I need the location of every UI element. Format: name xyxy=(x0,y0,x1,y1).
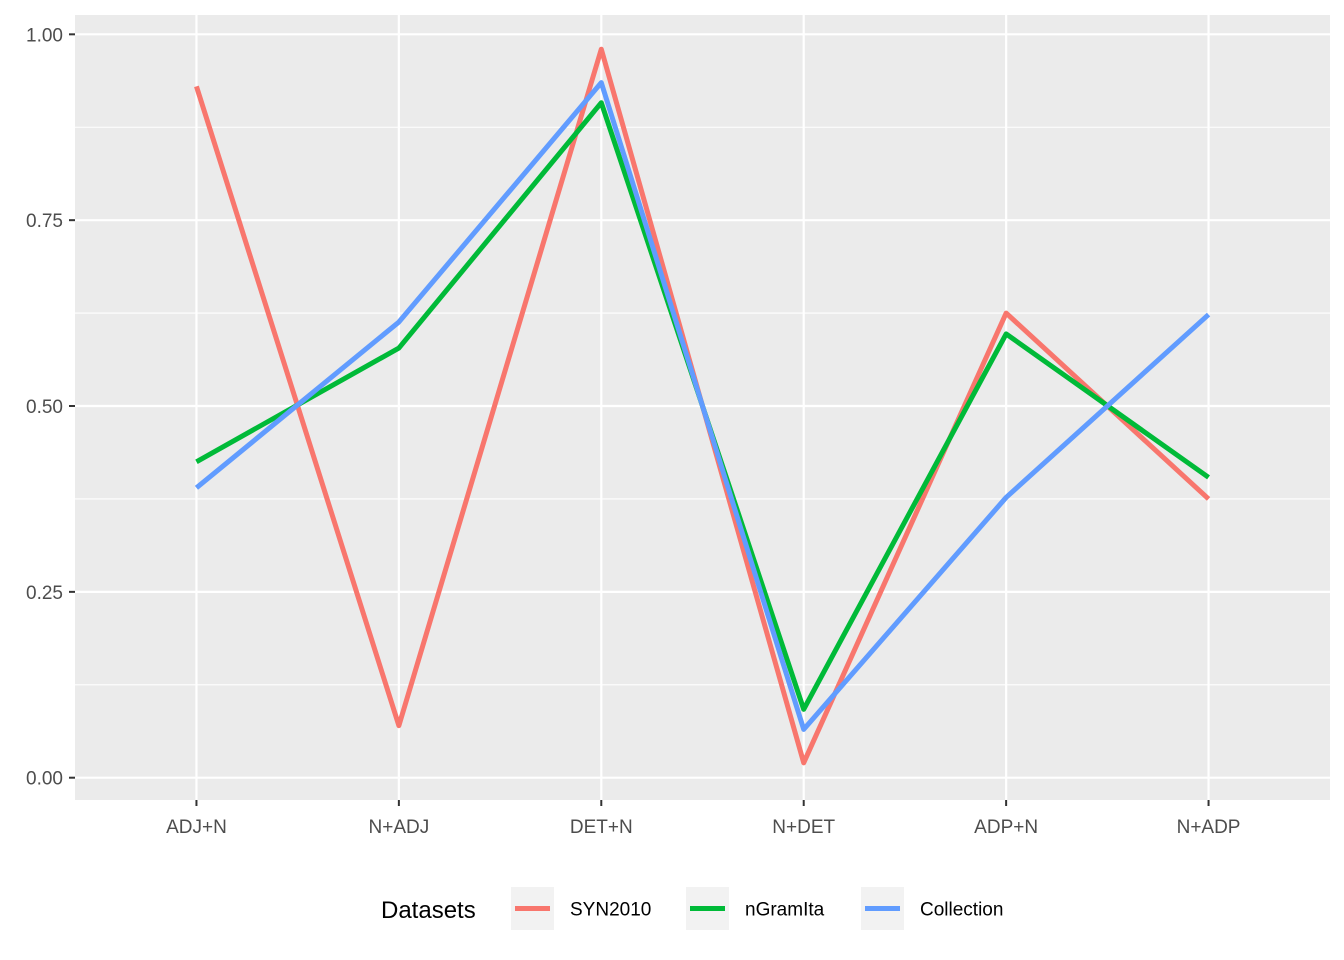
legend-items: SYN2010 nGramIta Collection xyxy=(511,887,1003,930)
legend-label-ngramita: nGramIta xyxy=(745,900,825,921)
x-tick-label: N+DET xyxy=(772,817,835,838)
y-tick-label: 1.00 xyxy=(26,25,63,46)
y-tick-label: 0.75 xyxy=(26,211,63,232)
legend: Datasets SYN2010 nGramIta Collection xyxy=(381,887,1003,930)
y-tick-label: 0.25 xyxy=(26,583,63,604)
x-axis: ADJ+N N+ADJ DET+N N+DET ADP+N N+ADP xyxy=(166,800,1240,838)
series-line-collection xyxy=(194,80,1211,732)
y-axis: 0.00 0.25 0.50 0.75 1.00 xyxy=(26,25,75,790)
y-tick-label: 0.50 xyxy=(26,397,63,418)
y-tick-label: 0.00 xyxy=(26,769,63,790)
x-tick-label: DET+N xyxy=(570,817,633,838)
major-gridlines xyxy=(75,15,1330,800)
minor-gridlines xyxy=(75,126,1330,686)
legend-title: Datasets xyxy=(381,897,476,924)
x-tick-label: N+ADJ xyxy=(369,817,430,838)
legend-label-syn2010: SYN2010 xyxy=(570,900,651,921)
x-tick-label: N+ADP xyxy=(1177,817,1241,838)
x-tick-label: ADP+N xyxy=(974,817,1038,838)
legend-label-collection: Collection xyxy=(920,900,1003,921)
series-lines xyxy=(194,46,1211,766)
x-tick-label: ADJ+N xyxy=(166,817,227,838)
